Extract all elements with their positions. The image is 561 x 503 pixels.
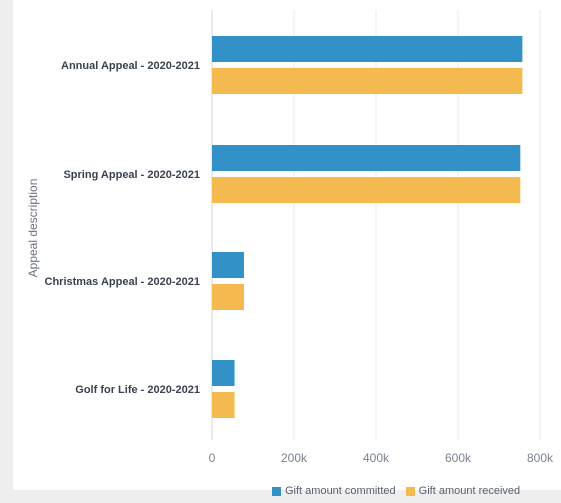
bottom-panel-edge [0, 490, 561, 503]
bars [212, 36, 523, 418]
category-label: Spring Appeal - 2020-2021 [63, 169, 200, 181]
category-labels: Annual Appeal - 2020-2021 Spring Appeal -… [45, 60, 201, 396]
legend-swatch-committed [272, 486, 281, 496]
bar-received[interactable] [212, 392, 235, 418]
bar-committed[interactable] [212, 36, 523, 62]
legend-item-committed[interactable]: Gift amount committed [272, 485, 396, 497]
left-panel-edge [0, 0, 13, 503]
legend-label-committed: Gift amount committed [285, 485, 396, 497]
y-axis-label: Appeal description [26, 179, 40, 278]
x-tick-label: 200k [281, 451, 308, 465]
bar-committed[interactable] [212, 360, 235, 386]
bar-committed[interactable] [212, 145, 521, 171]
legend-item-received[interactable]: Gift amount received [405, 485, 521, 497]
x-tick-label: 800k [527, 451, 554, 465]
x-tick-label: 600k [445, 451, 472, 465]
x-tick-label: 0 [209, 451, 216, 465]
x-tick-label: 400k [363, 451, 390, 465]
legend-swatch-received [405, 486, 415, 496]
category-label: Golf for Life - 2020-2021 [75, 384, 200, 396]
bar-received[interactable] [212, 68, 523, 94]
x-tick-labels: 0 200k 400k 600k 800k [209, 451, 554, 465]
bar-received[interactable] [212, 177, 521, 203]
bar-received[interactable] [212, 284, 244, 310]
category-label: Christmas Appeal - 2020-2021 [45, 276, 201, 288]
legend-label-received: Gift amount received [418, 485, 521, 497]
bar-committed[interactable] [212, 252, 244, 278]
category-label: Annual Appeal - 2020-2021 [61, 60, 200, 72]
legend: Gift amount committed Gift amount receiv… [272, 485, 520, 497]
